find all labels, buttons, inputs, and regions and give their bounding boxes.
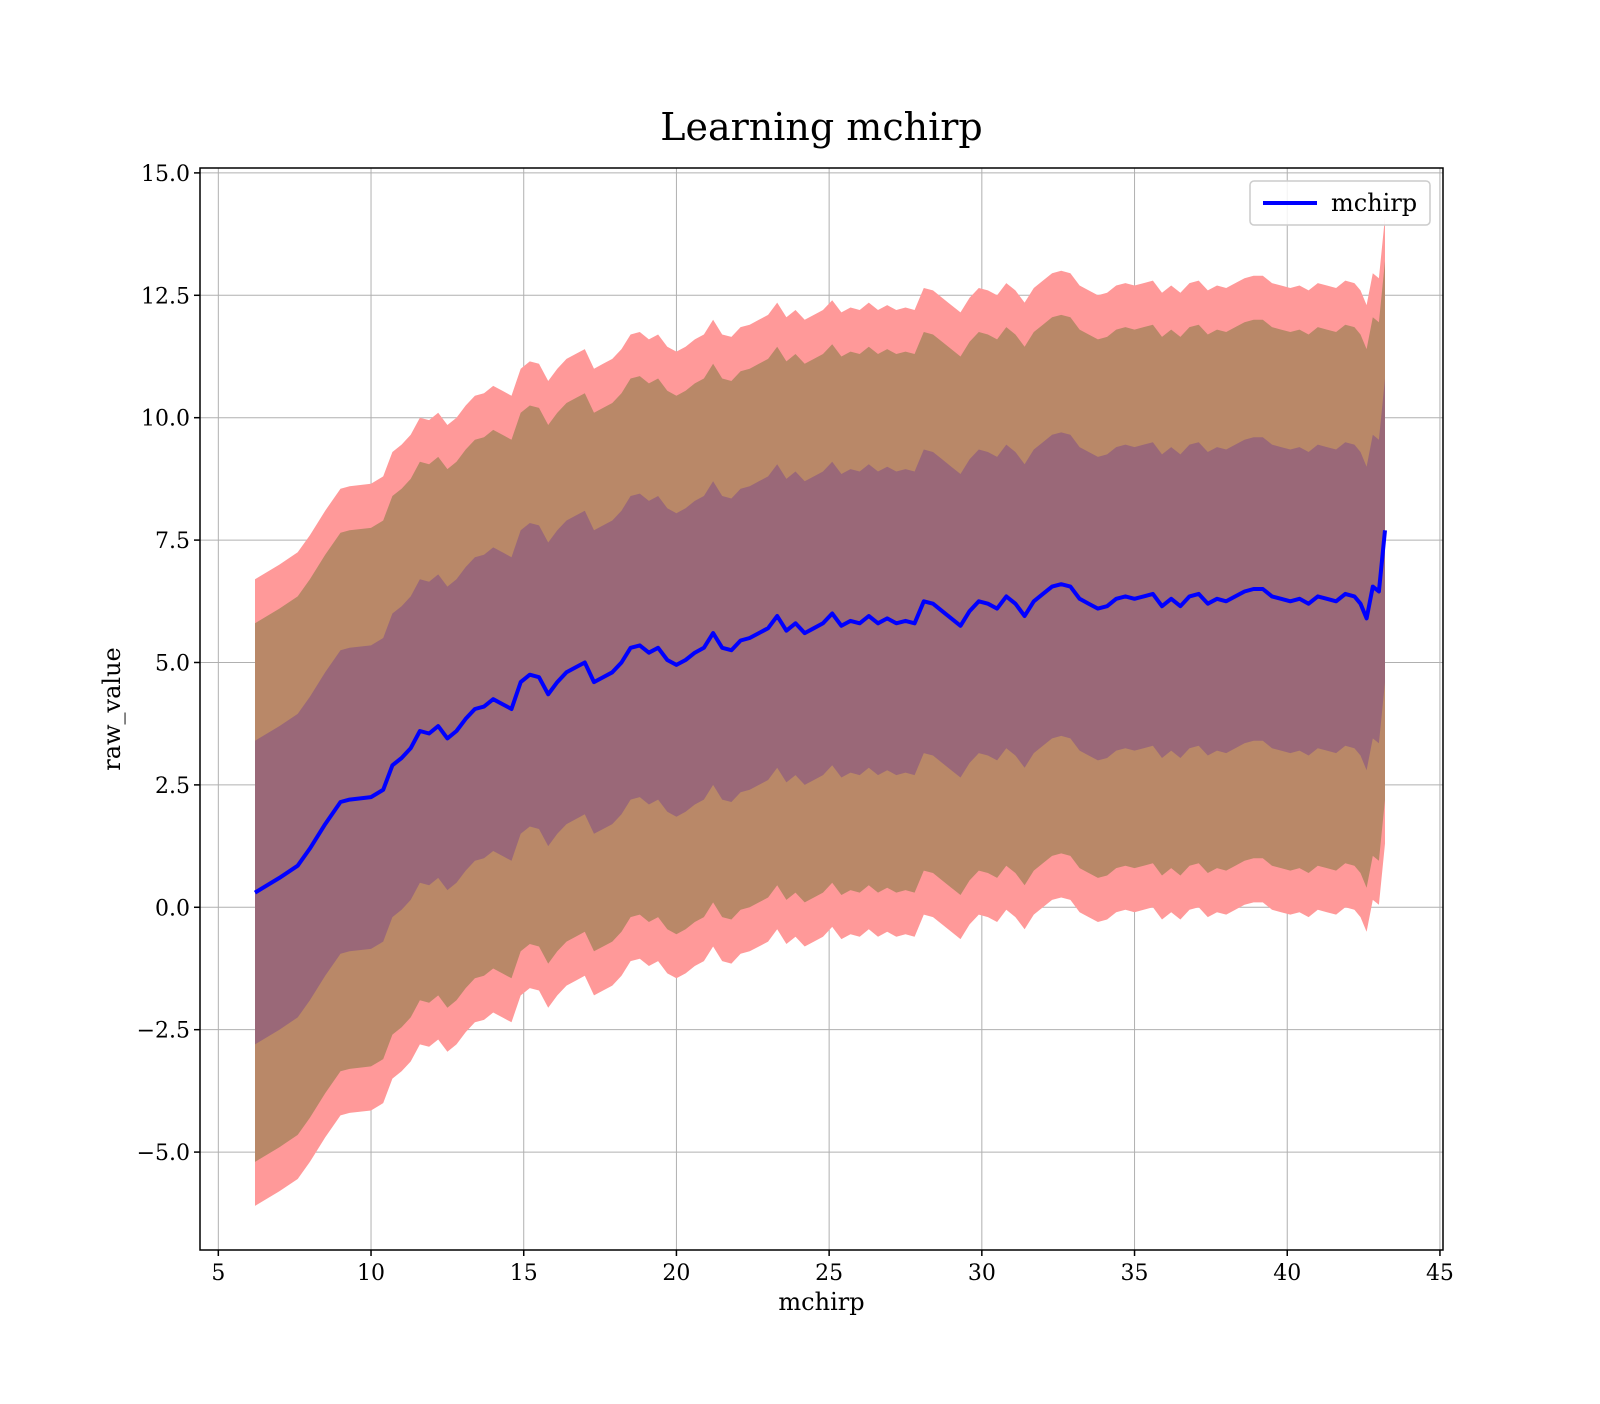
chart-title: Learning mchirp: [660, 105, 982, 149]
x-tick-label-8: 45: [1426, 1261, 1454, 1286]
plot-frame: [199, 167, 1444, 1251]
y-tick-label-1: −2.5: [137, 1019, 190, 1044]
legend: mchirp: [1249, 180, 1431, 226]
x-tick-label-2: 15: [510, 1261, 538, 1286]
series-lines: [253, 530, 1387, 895]
y-tick-label-7: 12.5: [141, 284, 190, 309]
series-line-mchirp: [253, 530, 1387, 895]
x-tick-label-0: 5: [211, 1261, 225, 1286]
x-tick-label-5: 30: [968, 1261, 996, 1286]
y-tick-label-0: −5.0: [137, 1141, 190, 1166]
x-axis-label: mchirp: [778, 1288, 864, 1316]
x-tick-label-4: 25: [815, 1261, 843, 1286]
y-tick-label-8: 15.0: [141, 162, 190, 187]
band-inner: [255, 378, 1385, 1045]
axis-ticks: 5 10 15 20 25 30 35 40 45 −5.0 −2.5 0.0 2.5 5.0 7.5 10.…: [137, 162, 1454, 1286]
x-tick-label-6: 35: [1121, 1261, 1149, 1286]
y-tick-label-4: 5.0: [155, 651, 190, 676]
y-tick-label-3: 2.5: [155, 774, 190, 799]
x-tick-label-7: 40: [1273, 1261, 1301, 1286]
y-axis-label: raw_value: [98, 647, 126, 771]
y-tick-label-2: 0.0: [155, 896, 190, 921]
y-tick-label-6: 10.0: [141, 407, 190, 432]
confidence-bands: [255, 217, 1385, 1206]
legend-label-mchirp: mchirp: [1331, 189, 1417, 217]
y-tick-label-5: 7.5: [155, 529, 190, 554]
legend-box: [1249, 180, 1431, 226]
x-tick-label-1: 10: [357, 1261, 385, 1286]
x-tick-label-3: 20: [662, 1261, 690, 1286]
